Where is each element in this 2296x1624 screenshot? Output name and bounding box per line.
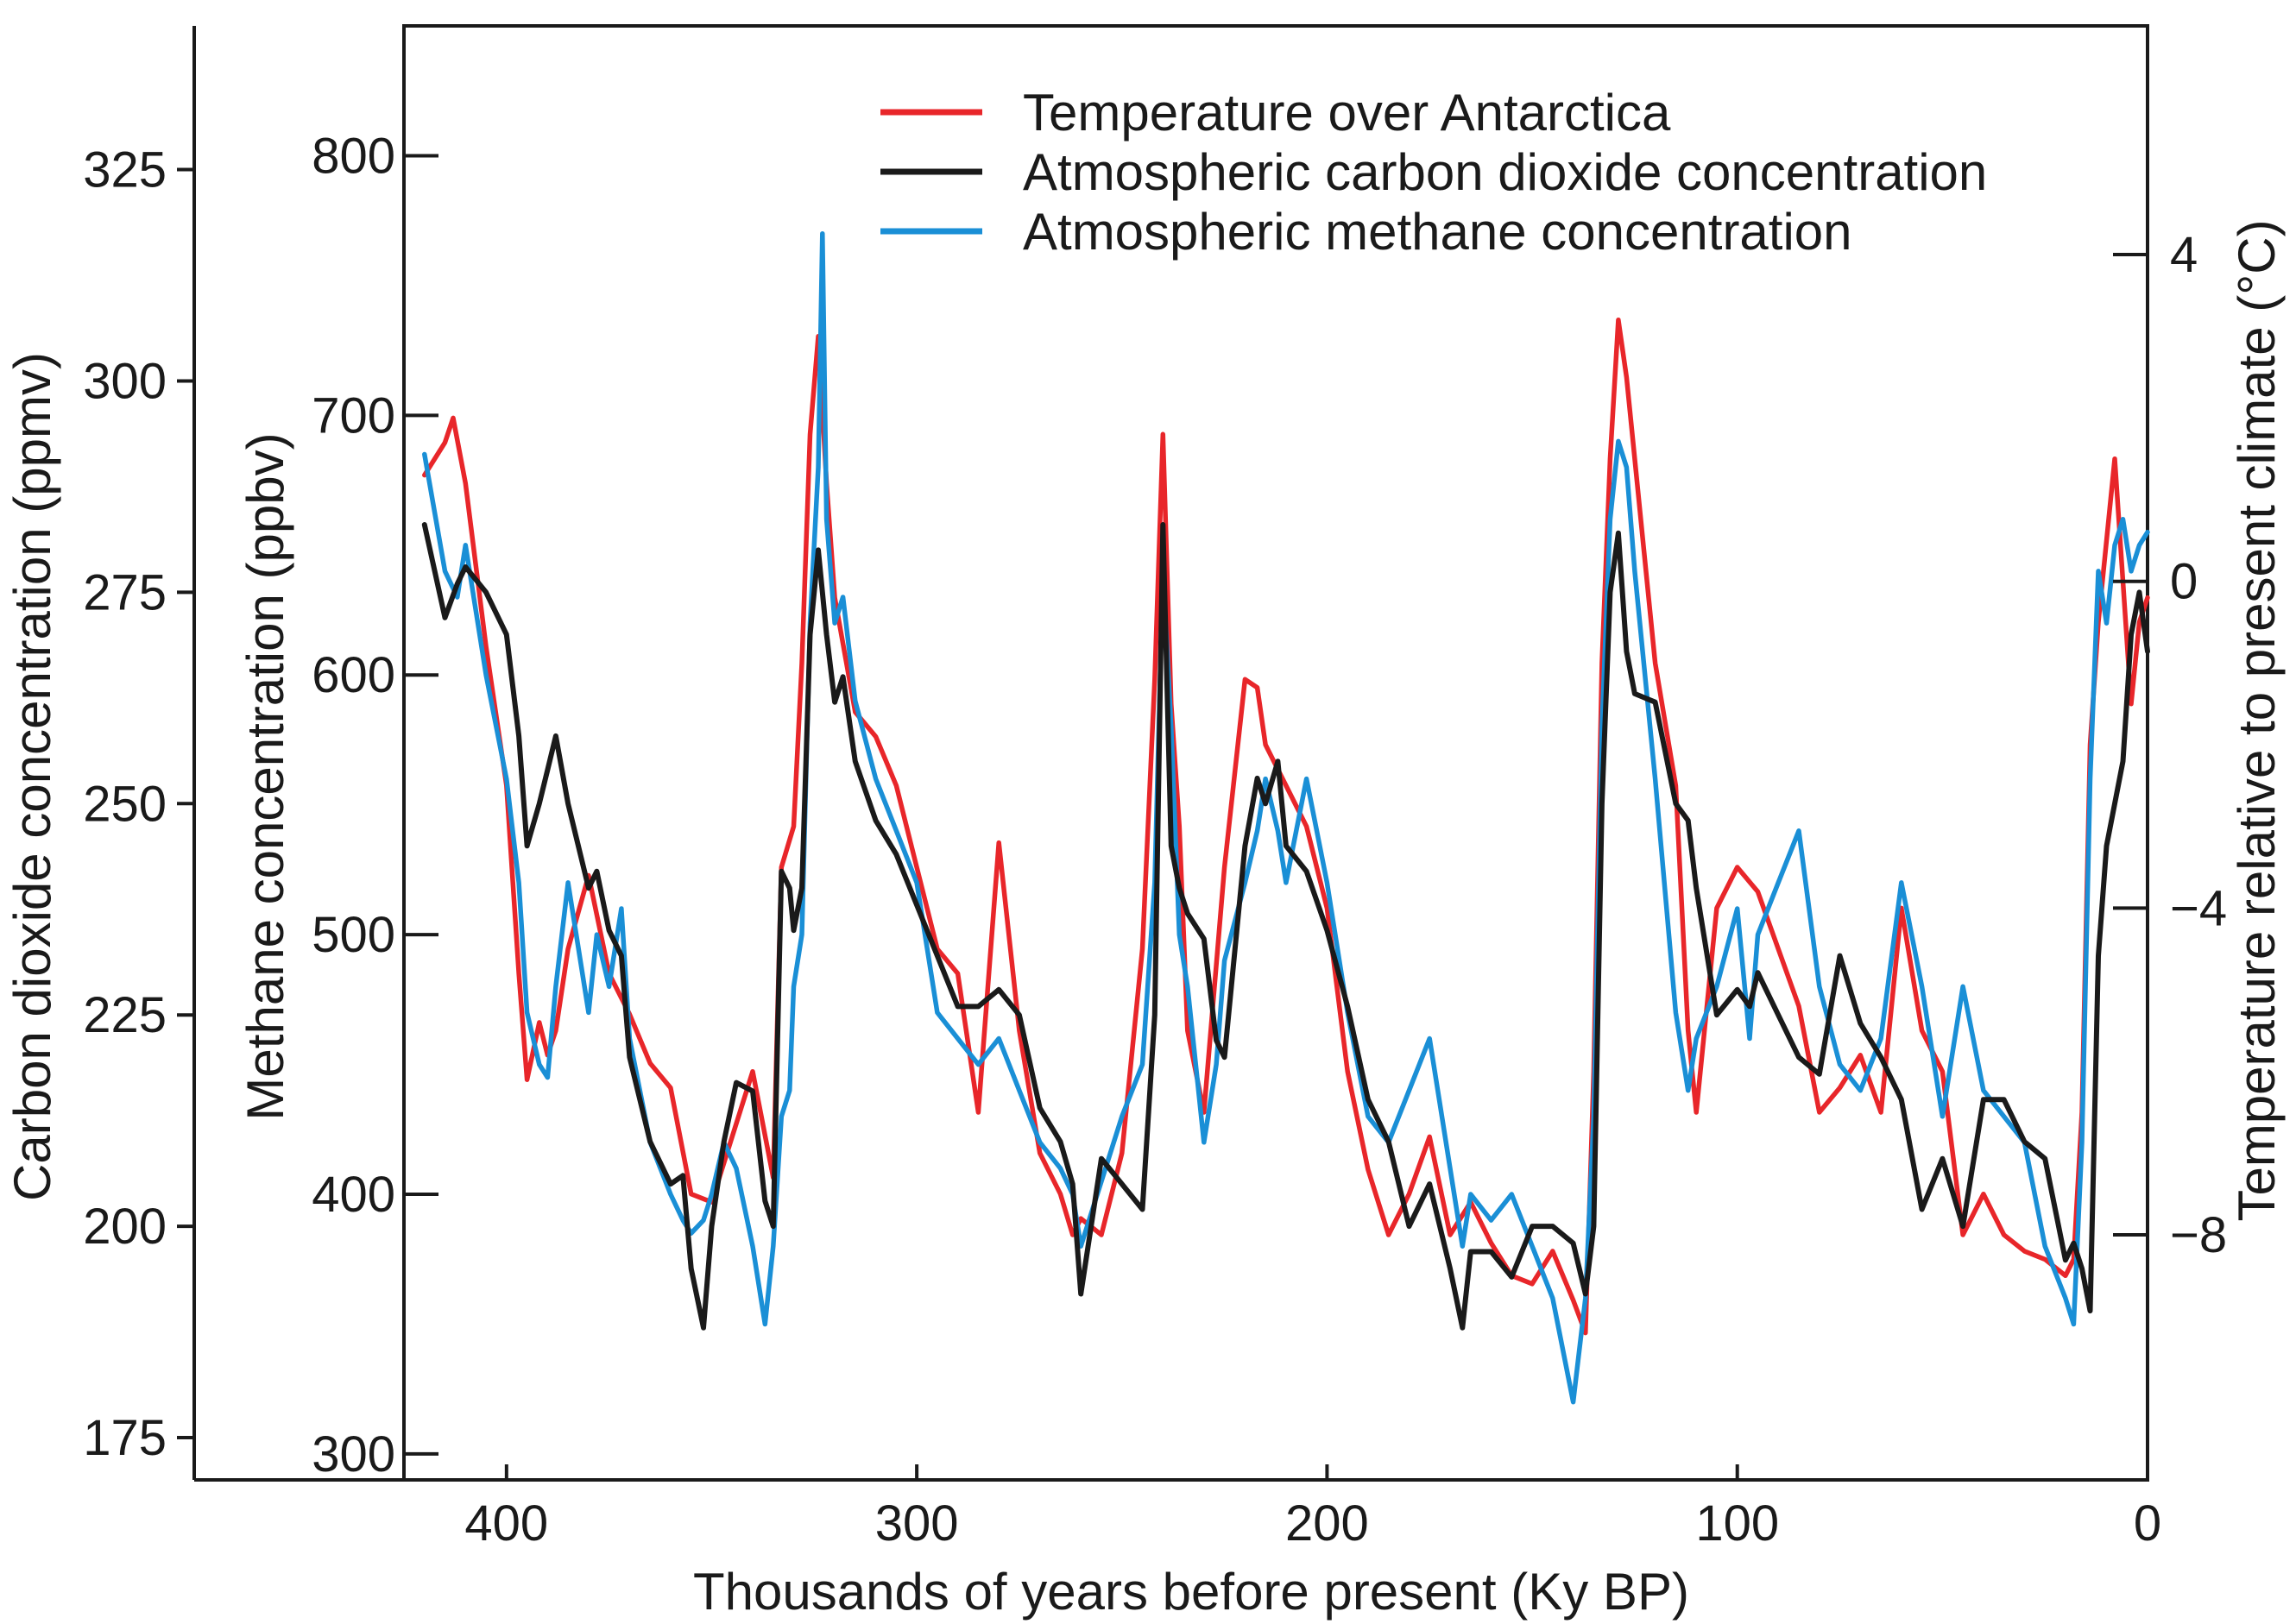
ch4-tick-label: 600 [312,647,395,703]
ch4-tick-label: 300 [312,1426,395,1482]
ch4-tick-label: 800 [312,128,395,184]
temp-tick-label: −8 [2170,1207,2227,1263]
x-tick-label: 400 [464,1495,548,1552]
ch4-ticks: 300 400 500 600 700 800 [312,128,438,1482]
plot-area-border [402,24,2149,1482]
x-axis-title: Thousands of years before present (Ky BP… [693,1563,1689,1621]
co2-tick-label: 300 [83,353,167,409]
ch4-axis-title: Methane concentration (ppbv) [237,432,294,1120]
legend-entry-temperature: Temperature over Antarctica [1023,84,1671,142]
temp-axis-title: Temperature relative to present climate … [2228,219,2286,1221]
x-tick-label: 300 [875,1495,959,1552]
temp-tick-label: −4 [2170,880,2227,936]
x-tick-label: 0 [2134,1495,2161,1552]
ch4-tick-label: 400 [312,1167,395,1223]
co2-ticks: 175 200 225 250 275 300 325 [83,142,194,1466]
x-ticks: 400 300 200 100 0 [464,1464,2161,1552]
legend-entry-co2: Atmospheric carbon dioxide concentration [1023,143,1987,201]
ch4-tick-label: 700 [312,387,395,444]
series-layer [421,230,2150,1405]
x-tick-label: 100 [1695,1495,1779,1552]
co2-tick-label: 200 [83,1199,167,1255]
temp-ticks: 4 0 −4 −8 [2113,227,2227,1263]
co2-tick-label: 275 [83,564,167,620]
co2-tick-label: 325 [83,142,167,198]
co2-axis-title: Carbon dioxide concentration (ppmv) [3,352,61,1201]
x-tick-label: 200 [1285,1495,1369,1552]
legend-entry-methane: Atmospheric methane concentration [1023,203,1852,261]
co2-tick-label: 250 [83,776,167,832]
series-line-co2 [421,522,2150,1331]
series-line-methane [422,230,2150,1405]
co2-tick-label: 225 [83,987,167,1043]
plot-frame [192,24,2149,1482]
co2-tick-label: 175 [83,1410,167,1466]
temp-tick-label: 0 [2170,554,2198,610]
ch4-tick-label: 500 [312,907,395,963]
temp-tick-label: 4 [2170,227,2198,283]
